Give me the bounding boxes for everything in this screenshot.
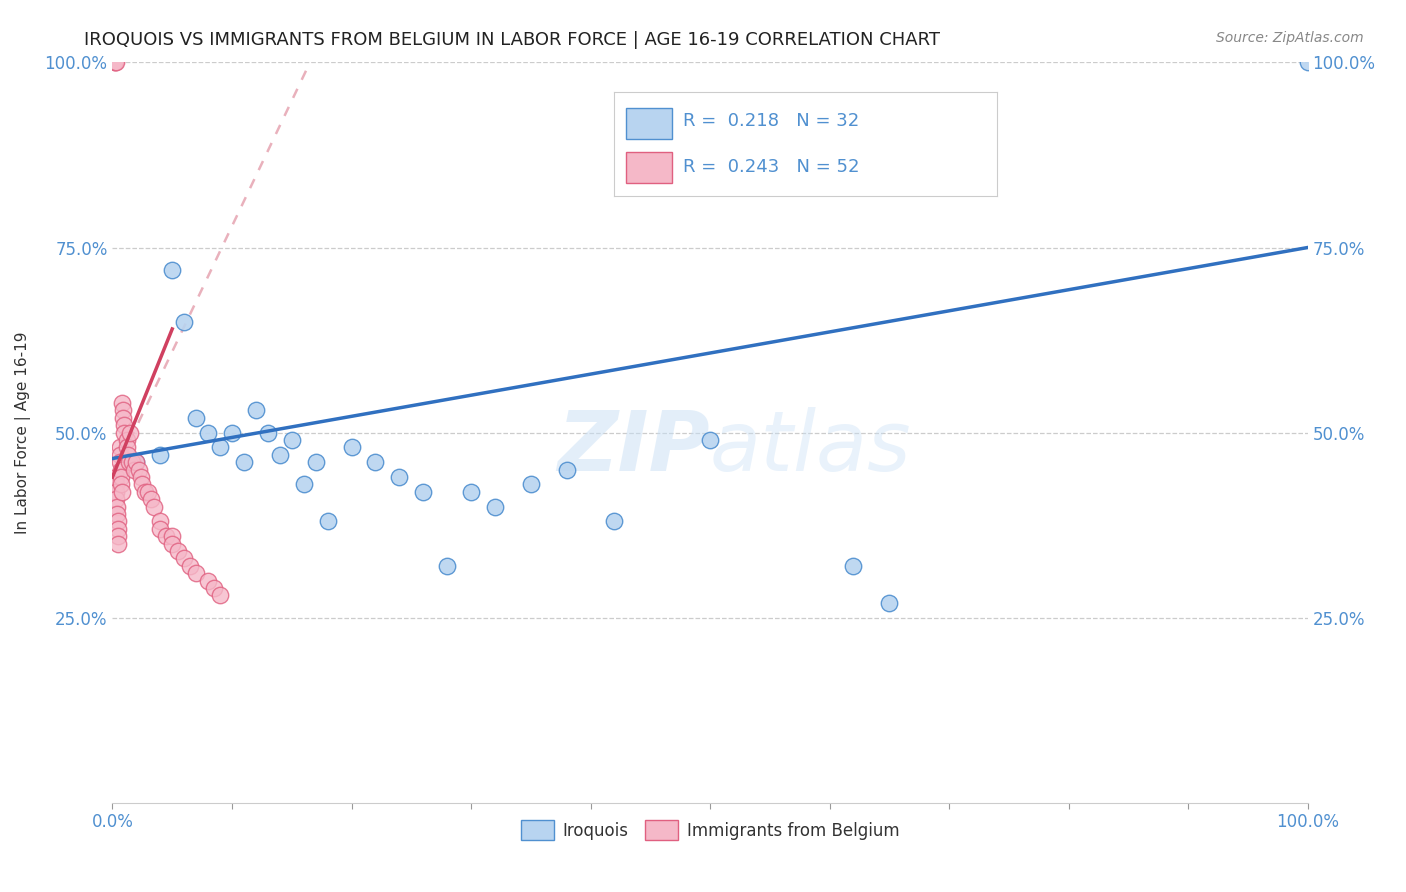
Y-axis label: In Labor Force | Age 16-19: In Labor Force | Age 16-19 <box>14 331 31 534</box>
Point <box>245 403 267 417</box>
Point <box>173 551 195 566</box>
Legend: Iroquois, Immigrants from Belgium: Iroquois, Immigrants from Belgium <box>515 814 905 847</box>
Point <box>149 522 172 536</box>
Point <box>603 515 626 529</box>
Point <box>139 492 162 507</box>
Point <box>202 581 225 595</box>
Point <box>129 470 152 484</box>
Text: atlas: atlas <box>710 407 911 488</box>
Point <box>162 529 183 543</box>
Point <box>104 55 127 70</box>
Point <box>149 448 172 462</box>
Point <box>143 500 166 514</box>
Point <box>110 477 132 491</box>
Point <box>107 522 129 536</box>
Point <box>105 477 128 491</box>
Point <box>388 470 411 484</box>
Point <box>111 484 134 499</box>
Point <box>111 396 134 410</box>
Point <box>105 500 128 514</box>
Point <box>305 455 328 469</box>
Point <box>104 55 127 70</box>
Point <box>112 403 135 417</box>
Point <box>209 589 232 603</box>
Point <box>115 433 138 447</box>
Point <box>1296 55 1319 70</box>
Point <box>108 455 131 469</box>
Point <box>155 529 177 543</box>
Point <box>364 455 387 469</box>
Point <box>842 558 865 573</box>
Point <box>138 484 160 499</box>
Point <box>107 515 129 529</box>
Point <box>121 455 143 469</box>
Point <box>115 441 138 455</box>
Text: Source: ZipAtlas.com: Source: ZipAtlas.com <box>1216 31 1364 45</box>
Point <box>197 574 219 588</box>
Point <box>125 455 148 469</box>
Point <box>412 484 434 499</box>
Point <box>149 515 172 529</box>
Point <box>281 433 304 447</box>
Point <box>105 55 128 70</box>
Text: ZIP: ZIP <box>557 407 710 488</box>
Point <box>118 455 141 469</box>
Point <box>173 314 195 328</box>
Point <box>162 262 183 277</box>
Point <box>120 425 142 440</box>
Point <box>484 500 506 514</box>
Point <box>340 441 363 455</box>
Point <box>209 441 232 455</box>
Point <box>555 462 578 476</box>
Point <box>221 425 243 440</box>
Point <box>162 536 183 550</box>
Point <box>105 484 128 499</box>
Point <box>114 425 135 440</box>
Point <box>292 477 315 491</box>
Point <box>134 484 156 499</box>
Point <box>269 448 291 462</box>
Point <box>107 536 129 550</box>
Point <box>520 477 543 491</box>
Point <box>108 448 131 462</box>
Point <box>186 566 208 581</box>
Point <box>125 455 148 469</box>
Point <box>179 558 201 573</box>
Point <box>105 492 128 507</box>
Point <box>233 455 256 469</box>
Point <box>110 470 132 484</box>
Point <box>131 477 153 491</box>
Point <box>167 544 190 558</box>
Text: IROQUOIS VS IMMIGRANTS FROM BELGIUM IN LABOR FORCE | AGE 16-19 CORRELATION CHART: IROQUOIS VS IMMIGRANTS FROM BELGIUM IN L… <box>84 31 941 49</box>
Point <box>197 425 219 440</box>
Point <box>879 596 901 610</box>
Point <box>117 448 139 462</box>
Point <box>436 558 458 573</box>
Point <box>186 410 208 425</box>
Point <box>128 462 150 476</box>
Point <box>122 462 145 476</box>
Point <box>105 470 128 484</box>
Point <box>460 484 482 499</box>
Point <box>108 441 131 455</box>
Point <box>105 507 128 521</box>
Point <box>316 515 339 529</box>
Point <box>107 529 129 543</box>
Point <box>699 433 721 447</box>
Point <box>110 462 132 476</box>
Point <box>112 410 135 425</box>
Point <box>114 418 135 433</box>
Point <box>257 425 280 440</box>
